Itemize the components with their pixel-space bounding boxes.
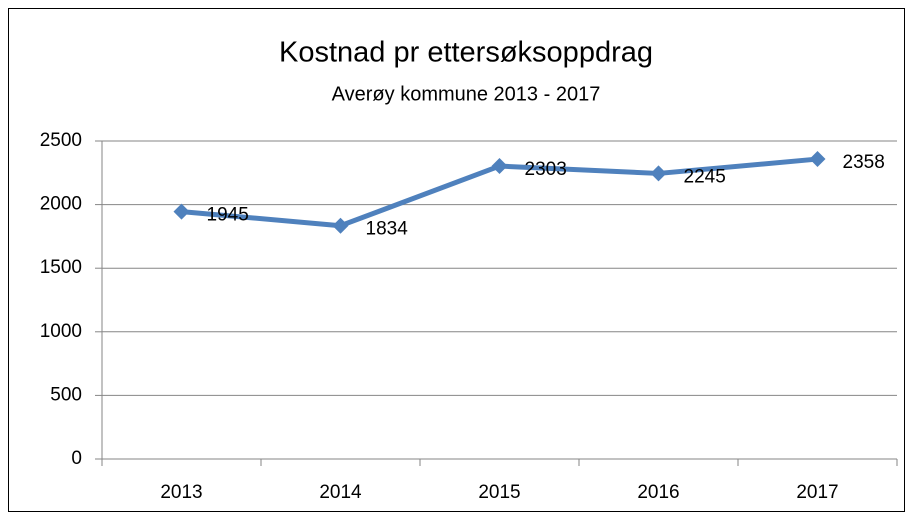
x-tick-label: 2017 [796, 482, 838, 503]
y-tick-label: 500 [50, 384, 82, 405]
marker [173, 203, 190, 220]
x-tick-label: 2013 [160, 482, 202, 503]
data-label: 1834 [366, 219, 409, 240]
marker [809, 151, 826, 168]
y-tick-label: 1000 [40, 321, 82, 342]
y-tick-label: 2000 [40, 194, 82, 215]
marker [491, 158, 508, 175]
data-label: 2358 [843, 152, 885, 173]
x-tick-label: 2015 [478, 482, 520, 503]
x-tick-label: 2016 [637, 482, 679, 503]
data-label: 2303 [525, 159, 567, 180]
data-label: 1945 [207, 205, 249, 226]
marker [332, 217, 349, 234]
chart-subtitle: Averøy kommune 2013 - 2017 [332, 83, 601, 105]
marker [650, 165, 667, 182]
y-tick-label: 1500 [40, 257, 82, 278]
data-label: 2245 [684, 166, 726, 187]
chart-frame [8, 8, 905, 512]
chart-title: Kostnad pr ettersøksoppdrag [279, 37, 653, 69]
x-tick-label: 2014 [319, 482, 362, 503]
y-tick-label: 2500 [40, 130, 82, 151]
y-tick-label: 0 [71, 448, 82, 469]
